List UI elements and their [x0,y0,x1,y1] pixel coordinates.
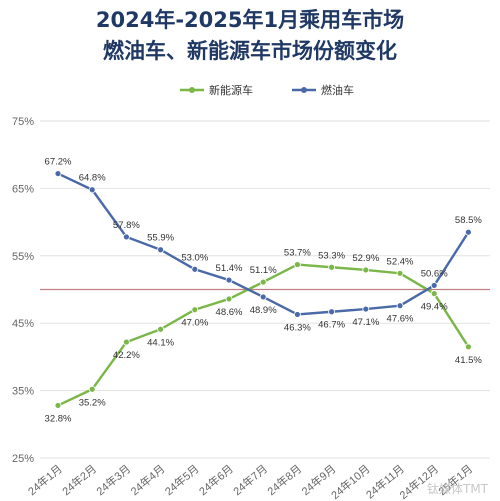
data-point-nev [88,385,96,393]
data-label-nev: 47.0% [181,318,208,329]
y-tick-label: 25% [12,453,34,465]
x-tick-label: 24年6月 [196,461,236,498]
data-point-fuel [54,170,62,177]
data-point-nev [123,338,130,346]
data-label-fuel: 47.1% [352,317,379,328]
data-point-nev [225,295,233,303]
x-tick-label: 24年1月 [25,461,65,498]
data-label-fuel: 64.8% [79,173,106,184]
data-point-nev [259,278,267,286]
data-label-fuel: 50.6% [421,268,448,279]
series-line-fuel [57,172,470,316]
x-tick-label: 24年3月 [93,461,133,498]
data-point-nev [430,290,438,297]
legend-label-fuel: 燃油车 [321,83,354,97]
watermark: 钛媒体TMT [427,481,489,496]
x-tick-label: 24年4月 [128,461,168,498]
data-point-fuel [396,302,404,310]
y-tick-label: 65% [12,183,34,195]
chart-title-line1: 2024年-2025年1月乘用车市场 [95,8,405,32]
data-point-nev [293,261,301,268]
data-point-fuel [430,282,438,289]
x-tick-label: 24年8月 [264,461,304,498]
data-label-fuel: 48.9% [250,305,277,316]
legend-marker-nev [189,87,195,93]
data-point-nev [396,269,404,277]
data-label-fuel: 46.3% [284,322,311,333]
data-label-nev: 53.3% [318,250,345,261]
data-label-fuel: 51.4% [216,263,243,274]
gridlines [40,120,490,459]
data-point-nev [157,325,165,333]
data-point-fuel [225,276,233,284]
data-label-nev: 42.2% [113,350,140,361]
data-label-fuel: 58.5% [455,215,482,226]
data-point-fuel [88,186,96,194]
series-line-nev [57,263,470,407]
data-label-fuel: 53.0% [181,252,208,263]
data-point-nev [328,263,336,271]
data-label-fuel: 67.2% [45,157,72,168]
legend-label-nev: 新能源车 [209,83,253,97]
data-labels: 32.8% 35.2% 42.2% 44.1% 47.0% 48.6% 51.1% 53.7%… [45,157,483,425]
data-label-nev: 41.5% [455,355,482,366]
x-tick-label: 24年2月 [59,461,99,498]
data-point-fuel [157,246,165,254]
data-label-fuel: 57.8% [113,220,140,231]
y-tick-label: 75% [12,116,34,128]
data-label-nev: 52.4% [387,256,414,267]
data-point-nev [54,402,62,409]
data-point-nev [362,266,370,274]
data-label-nev: 49.4% [421,302,448,313]
data-label-nev: 44.1% [147,337,174,348]
data-point-fuel [328,308,336,316]
series-lines [54,170,472,409]
data-label-nev: 35.2% [79,397,106,408]
legend-marker-fuel [301,87,307,93]
data-point-fuel [123,233,130,241]
chart-title-line2: 燃油车、新能源车市场份额变化 [103,39,397,63]
data-point-fuel [293,311,301,318]
data-label-nev: 48.6% [216,307,243,318]
y-tick-label: 45% [12,318,34,330]
data-label-nev: 32.8% [45,413,72,424]
y-tick-label: 35% [12,386,34,398]
data-label-nev: 52.9% [352,253,379,264]
data-label-fuel: 55.9% [147,233,174,244]
x-tick-label: 24年5月 [162,461,202,498]
data-point-fuel [464,228,472,236]
data-label-nev: 51.1% [250,265,277,276]
data-point-fuel [362,305,370,313]
data-point-fuel [191,265,199,273]
data-label-nev: 53.7% [284,248,311,259]
data-label-fuel: 47.6% [387,314,414,325]
data-point-nev [464,343,472,351]
legend: 新能源车 燃油车 [180,83,354,97]
y-tick-label: 55% [12,251,34,263]
data-point-nev [191,306,199,314]
data-label-fuel: 46.7% [318,320,345,331]
data-point-fuel [259,293,267,301]
x-tick-label: 24年7月 [230,461,270,498]
